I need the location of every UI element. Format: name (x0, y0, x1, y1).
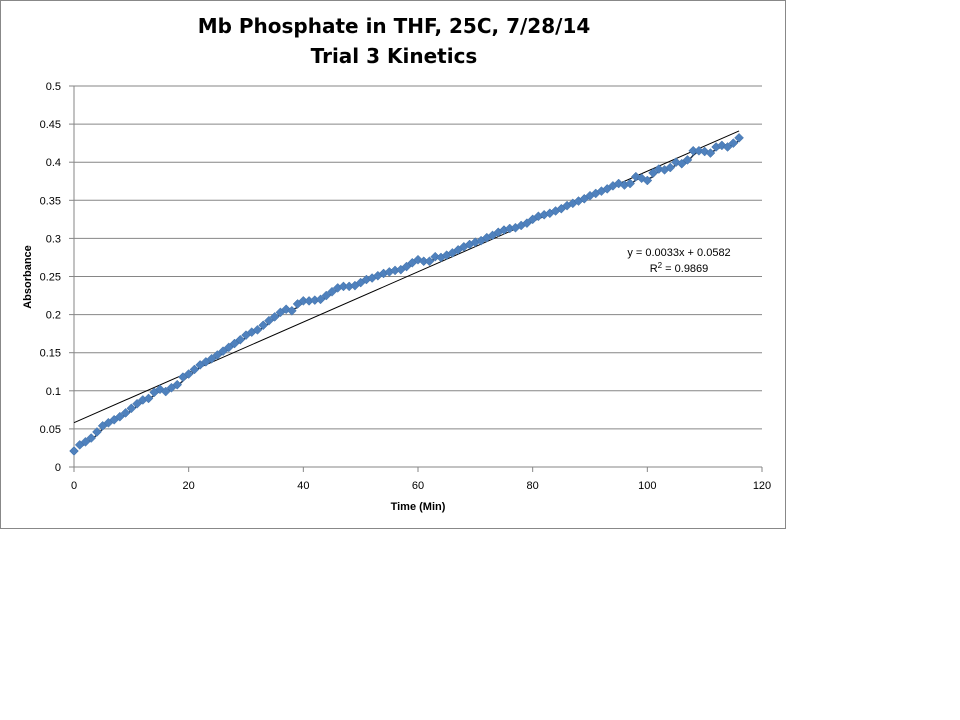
r-squared-label: R2 = 0.9869 (650, 261, 709, 275)
moving-average-line (79, 139, 740, 449)
data-point (206, 353, 217, 364)
data-markers (69, 132, 744, 456)
y-axis-title: Absorbance (22, 245, 34, 309)
y-tick-label: 0.5 (46, 81, 61, 93)
x-tick-label: 20 (183, 480, 195, 492)
gridlines (69, 85, 763, 472)
data-point (625, 178, 635, 189)
data-point (321, 290, 332, 301)
y-tick-label: 0.05 (40, 424, 61, 436)
data-point (287, 305, 297, 316)
chart-area (0, 0, 786, 529)
data-point (728, 138, 739, 149)
data-point (80, 437, 91, 447)
y-tick-label: 0.45 (40, 119, 61, 131)
data-point (115, 411, 125, 422)
data-point (235, 334, 246, 345)
data-point (430, 251, 441, 262)
data-point (143, 393, 154, 404)
y-tick-label: 0.1 (46, 386, 61, 398)
data-point (705, 148, 716, 158)
y-tick-label: 0.15 (40, 348, 61, 360)
data-point (212, 350, 223, 360)
x-tick-label: 120 (753, 480, 771, 492)
data-point (401, 261, 412, 272)
y-tick-label: 0.25 (40, 272, 61, 284)
data-point (69, 446, 79, 456)
data-point (665, 162, 676, 173)
data-point (676, 158, 687, 169)
y-tick-label: 0 (55, 462, 61, 474)
chart-subtitle: Trial 3 Kinetics (311, 44, 478, 68)
y-tick-label: 0.35 (40, 195, 61, 207)
data-point (682, 155, 693, 165)
data-point (694, 145, 704, 156)
data-point (648, 168, 658, 178)
y-tick-label: 0.2 (46, 310, 61, 322)
data-point (126, 403, 137, 414)
x-tick-label: 100 (638, 480, 656, 492)
data-point (522, 218, 532, 229)
data-point (92, 427, 102, 437)
data-point (218, 346, 228, 357)
data-point (642, 175, 653, 186)
data-point (327, 286, 337, 297)
data-point (264, 315, 274, 326)
y-tick-label: 0.4 (46, 157, 61, 169)
y-tick-label: 0.3 (46, 233, 61, 245)
data-point (120, 408, 131, 418)
data-point (172, 379, 183, 390)
data-point (252, 324, 263, 335)
data-point (229, 338, 240, 349)
data-point (86, 433, 97, 443)
tick-labels: 0 0.05 0.1 0.15 0.2 0.25 0.3 0.35 0.4 0.45 0.5 0 20 4… (40, 81, 772, 492)
x-tick-label: 0 (71, 480, 77, 492)
data-point (722, 142, 733, 152)
data-point (734, 132, 744, 143)
x-tick-label: 80 (527, 480, 539, 492)
data-point (189, 364, 200, 375)
data-point (424, 256, 435, 267)
data-point (132, 398, 142, 409)
x-tick-label: 60 (412, 480, 424, 492)
x-axis-title: Time (Min) (391, 501, 446, 513)
data-point (160, 386, 171, 397)
x-tick-label: 40 (297, 480, 309, 492)
data-point (653, 164, 664, 174)
data-point (258, 320, 269, 331)
data-point (223, 342, 234, 353)
data-point (315, 294, 326, 305)
data-point (183, 369, 194, 379)
moving-average-layer (79, 139, 740, 449)
chart-title: Mb Phosphate in THF, 25C, 7/28/14 (198, 14, 591, 38)
trendline-equation: y = 0.0033x + 0.0582 (627, 247, 730, 259)
data-point (269, 312, 280, 322)
